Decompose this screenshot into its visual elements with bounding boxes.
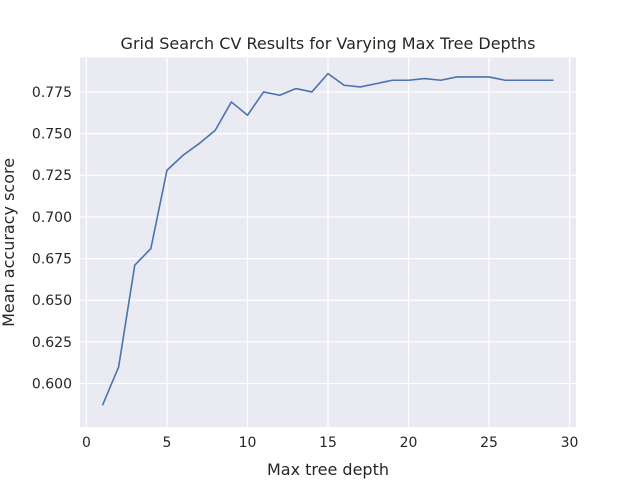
x-tick-label: 5 — [163, 435, 172, 451]
x-tick-label: 25 — [480, 435, 498, 451]
gridlines — [80, 57, 576, 428]
x-tick-label: 10 — [239, 435, 257, 451]
y-tick-label: 0.625 — [32, 335, 72, 351]
y-tick-label: 0.675 — [32, 252, 72, 268]
chart-title: Grid Search CV Results for Varying Max T… — [121, 34, 536, 53]
y-tick-label: 0.650 — [32, 293, 72, 309]
x-tick-label: 20 — [400, 435, 418, 451]
x-tick-label: 0 — [82, 435, 91, 451]
x-axis-ticks: 0 5 10 15 20 25 30 — [82, 435, 578, 451]
y-tick-label: 0.600 — [32, 377, 72, 393]
y-tick-label: 0.725 — [32, 168, 72, 184]
y-tick-label: 0.775 — [32, 85, 72, 101]
series-group — [101, 72, 554, 406]
x-axis-label: Max tree depth — [267, 460, 389, 479]
y-tick-label: 0.750 — [32, 127, 72, 143]
y-tick-label: 0.700 — [32, 210, 72, 226]
x-tick-label: 30 — [561, 435, 579, 451]
x-tick-label: 15 — [319, 435, 337, 451]
y-axis-label: Mean accuracy score — [0, 158, 18, 327]
series-line — [101, 72, 554, 406]
y-axis-ticks: 0.600 0.625 0.650 0.675 0.700 0.725 0.750 0.775 — [32, 85, 72, 393]
